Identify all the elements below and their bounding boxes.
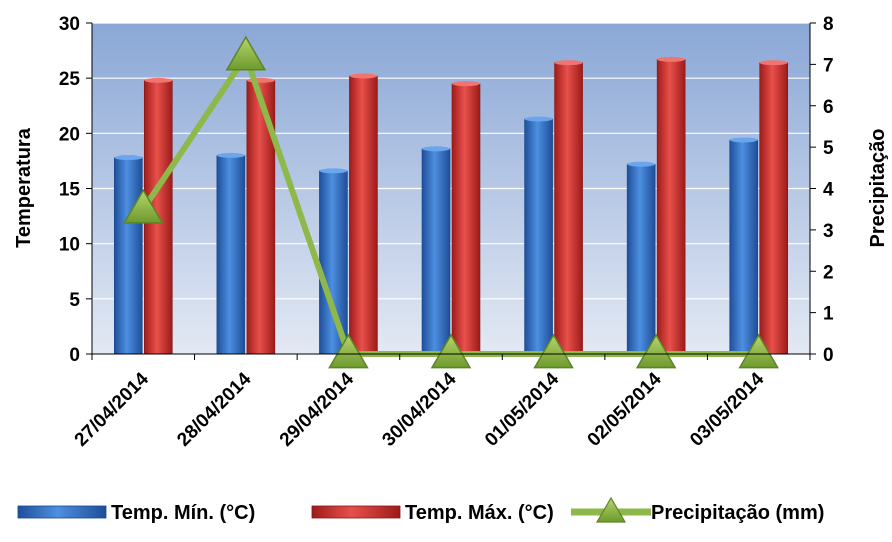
legend-swatch-1 (311, 505, 401, 519)
precip-marker-2 (328, 333, 369, 369)
y2-tick-label: 4 (823, 180, 834, 201)
y2-tick-label: 1 (823, 304, 834, 325)
precip-marker-4 (533, 333, 574, 369)
y-axis-right: 0 1 2 3 4 5 6 7 8 (809, 14, 834, 366)
precip-marker-5 (635, 333, 677, 369)
precip-marker-1 (225, 35, 267, 71)
bars (113, 56, 789, 355)
x-tick-label: 29/04/2014 (276, 368, 358, 450)
x-axis: 27/04/2014 28/04/2014 29/04/2014 30/04/2014… (71, 353, 811, 451)
bar-cap (452, 81, 480, 87)
y2-tick-label: 3 (823, 221, 834, 242)
y-tick-label: 10 (59, 235, 80, 256)
bar-cap (114, 155, 143, 161)
bar-cap (349, 73, 378, 79)
bar-max-4 (554, 62, 583, 355)
y2-axis-title: Precipitação (867, 129, 889, 248)
gridlines (92, 22, 810, 300)
precip-marker-3 (430, 333, 472, 369)
bar-cap (657, 56, 686, 62)
bar-min-5 (626, 163, 656, 355)
bar-min-2 (319, 170, 348, 355)
x-tick-label: 02/05/2014 (584, 368, 666, 450)
x-tick-label: 30/04/2014 (378, 368, 460, 450)
x-tick-label: 03/05/2014 (686, 368, 768, 450)
y2-tick-label: 8 (823, 14, 834, 35)
bar-max-2 (349, 75, 378, 355)
bar-cap (216, 152, 245, 158)
legend-label-0: Temp. Mín. (°C) (111, 502, 255, 524)
y2-tick-label: 5 (823, 138, 834, 159)
bar-cap (627, 161, 656, 167)
bar-cap (422, 146, 450, 152)
y-tick-label: 5 (69, 290, 80, 311)
y-tick-label: 30 (59, 14, 80, 35)
legend-swatch-0 (17, 505, 107, 519)
bar-max-6 (759, 62, 789, 355)
legend-label-2: Precipitação (mm) (651, 502, 824, 524)
bar-min-6 (729, 139, 759, 355)
bar-max-3 (451, 83, 481, 355)
y-axis-title: Temperatura (13, 127, 35, 248)
legend-label-1: Temp. Máx. (°C) (405, 502, 554, 524)
bar-cap (554, 60, 583, 66)
y2-tick-label: 6 (823, 97, 834, 118)
bar-min-3 (421, 148, 451, 355)
x-tick-label: 27/04/2014 (71, 368, 153, 450)
precip-marker-6 (738, 333, 780, 369)
y-tick-label: 20 (59, 124, 80, 145)
x-tick-label: 28/04/2014 (173, 368, 255, 450)
y2-tick-label: 0 (823, 345, 834, 366)
precip-marker-0 (122, 188, 164, 224)
bar-min-4 (524, 118, 553, 355)
y2-tick-label: 7 (823, 55, 834, 76)
y2-tick-label: 2 (823, 262, 834, 283)
bar-cap (524, 116, 553, 122)
bar-min-1 (216, 155, 246, 355)
bar-max-5 (656, 59, 686, 355)
x-tick-label: 01/05/2014 (481, 368, 563, 450)
bar-min-0 (113, 157, 143, 355)
y-axis-left: 0 5 10 15 20 25 30 (59, 14, 93, 366)
legend: Temp. Mín. (°C) Temp. Máx. (°C) Precipitaç… (17, 496, 824, 524)
bar-cap (144, 77, 173, 83)
legend-marker (595, 496, 627, 523)
y-tick-label: 0 (69, 345, 80, 366)
y-tick-label: 25 (59, 69, 81, 90)
bar-cap (319, 168, 348, 174)
bar-cap (759, 60, 788, 66)
bar-cap (729, 137, 758, 143)
y-tick-label: 15 (59, 180, 81, 201)
